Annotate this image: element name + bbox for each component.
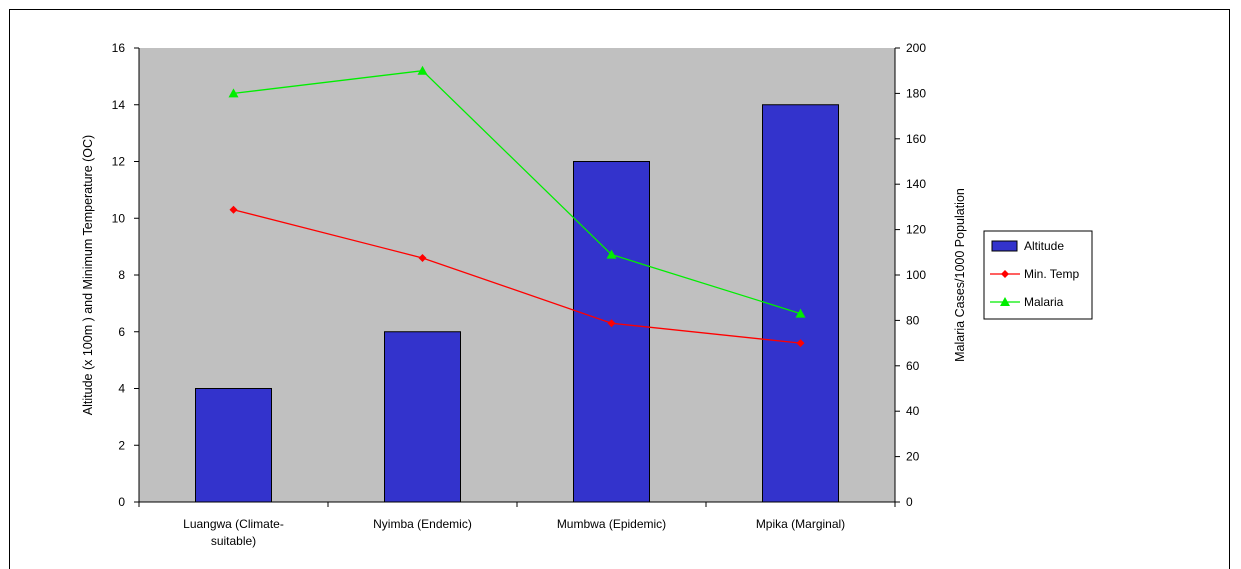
legend-swatch-altitude [991,240,1018,252]
left-tick-label: 10 [112,211,126,225]
right-tick-label: 60 [906,359,920,373]
left-tick-label: 6 [118,325,125,339]
line-malaria [233,70,801,315]
bar-altitude-0 [195,388,272,503]
left-tick-label: 12 [112,155,126,169]
point-malaria-3 [795,308,806,318]
left-tick-label: 4 [118,382,125,396]
right-tick-label: 180 [906,86,926,100]
right-tick-label: 120 [906,223,926,237]
left-tick-label: 2 [118,438,125,452]
legend-label-altitude: Altitude [1024,239,1064,253]
bar-altitude-2 [573,161,650,503]
legend-label-min-temp: Min. Temp [1024,267,1079,281]
right-tick-label: 40 [906,404,920,418]
point-min-temp-2 [607,319,616,328]
bar-altitude-1 [384,331,461,503]
right-axis-title: Malaria Cases/1000 Population [953,188,967,362]
legend-marker-malaria [1000,297,1010,306]
x-tick-label: Luangwa (Climate-suitable) [183,517,284,548]
legend-label-malaria: Malaria [1024,295,1064,309]
left-axis-title: Altitude (x 100m ) and Minimum Temperatu… [81,135,95,415]
point-malaria-0 [228,88,239,98]
point-malaria-1 [417,65,428,75]
bar-altitude-3 [762,104,839,503]
left-tick-label: 14 [112,98,126,112]
x-tick-label: Mpika (Marginal) [756,517,845,531]
right-tick-label: 200 [906,41,926,55]
left-tick-label: 8 [118,268,125,282]
right-tick-label: 100 [906,268,926,282]
legend-marker-min-temp [1001,270,1009,278]
right-tick-label: 160 [906,132,926,146]
left-tick-label: 16 [112,41,126,55]
right-tick-label: 80 [906,313,920,327]
chart-frame [9,9,1230,569]
point-malaria-2 [606,249,617,259]
legend: Altitude Min. Temp Malaria [983,230,1093,320]
x-tick-label: Mumbwa (Epidemic) [557,517,666,531]
point-min-temp-0 [229,205,238,214]
line-min-temp [233,209,801,344]
right-tick-label: 20 [906,450,920,464]
right-tick-label: 0 [906,495,913,509]
x-tick-label: Nyimba (Endemic) [373,517,472,531]
point-min-temp-1 [418,253,427,262]
right-tick-label: 140 [906,177,926,191]
left-tick-label: 0 [118,495,125,509]
point-min-temp-3 [796,339,805,348]
